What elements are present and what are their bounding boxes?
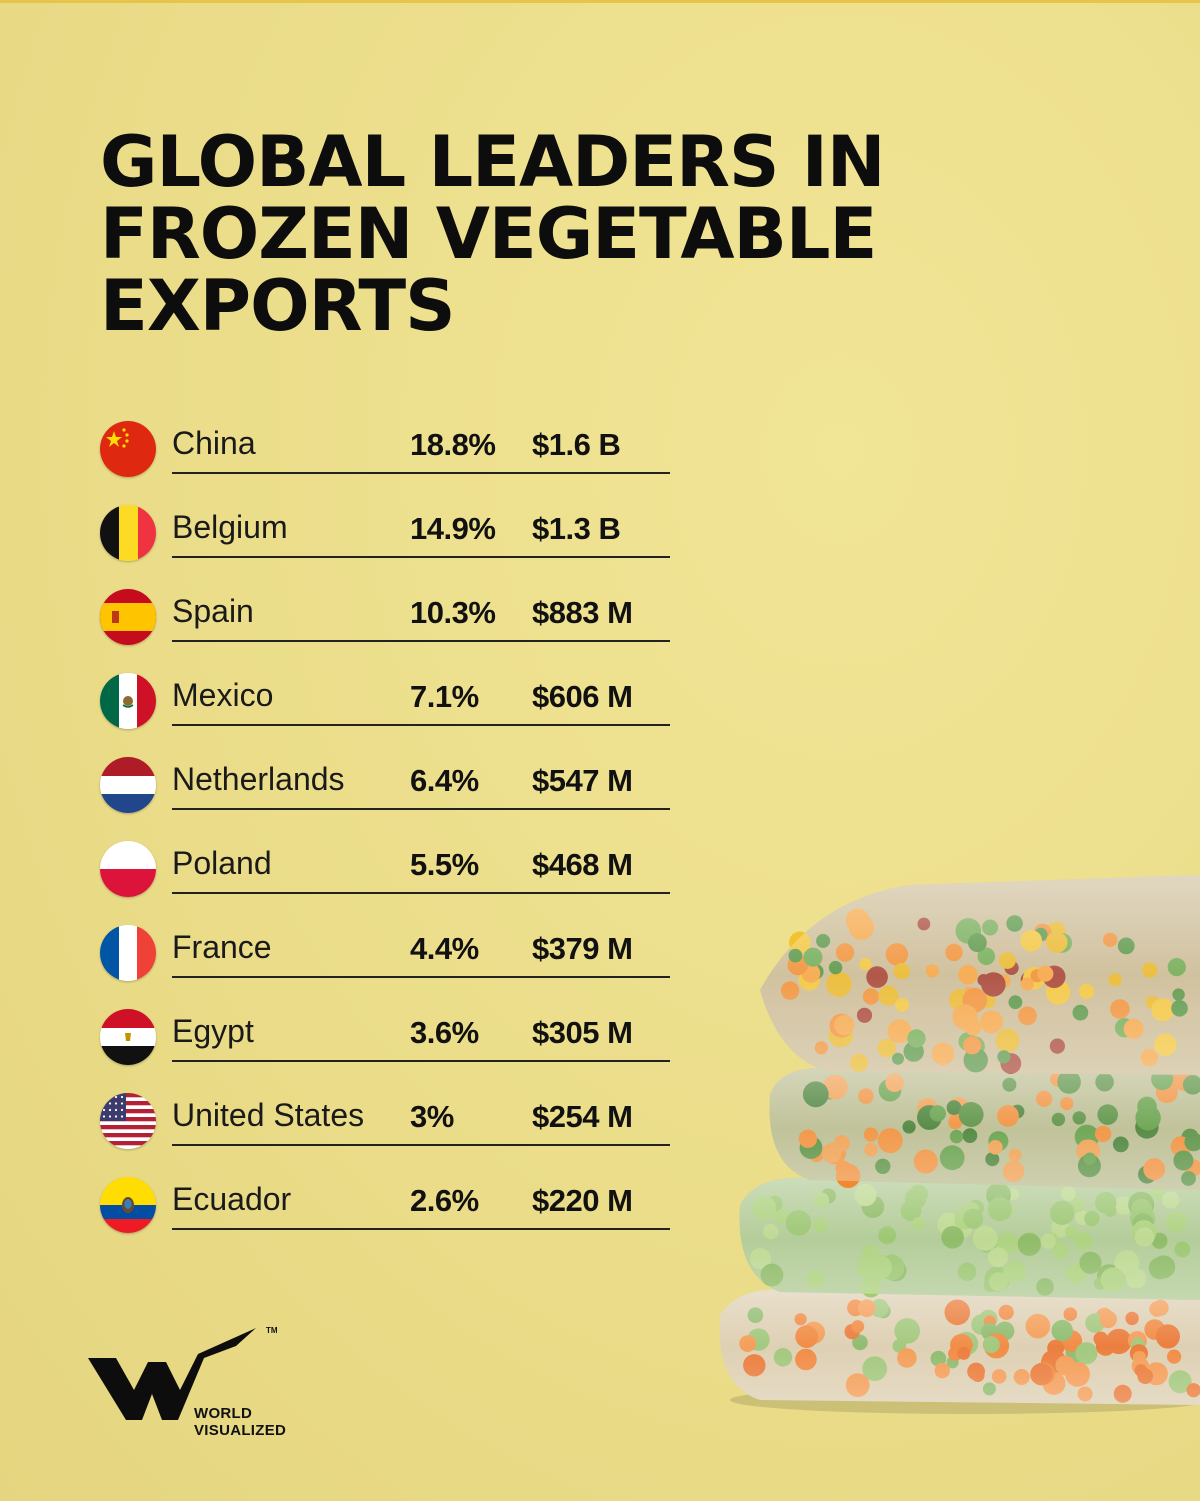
export-value: $220 M — [532, 1183, 633, 1218]
france-flag-icon — [100, 925, 156, 981]
title-line: GLOBAL LEADERS IN — [100, 121, 885, 203]
row-divider — [172, 976, 670, 978]
egypt-flag-icon — [100, 1009, 156, 1065]
table-row: Spain 10.3% $883 M — [100, 586, 680, 670]
export-value: $254 M — [532, 1099, 633, 1134]
share-value: 6.4% — [410, 763, 479, 798]
country-label: Ecuador — [172, 1181, 292, 1217]
row-divider — [172, 808, 670, 810]
table-row: China 18.8% $1.6 B — [100, 418, 680, 502]
mexico-flag-icon — [100, 673, 156, 729]
table-row: Belgium 14.9% $1.3 B — [100, 502, 680, 586]
spain-flag-icon — [100, 589, 156, 645]
export-value: $1.3 B — [532, 511, 621, 546]
country-label: China — [172, 425, 256, 461]
china-flag-icon — [100, 421, 156, 477]
country-label: Spain — [172, 593, 254, 629]
world-visualized-logo — [88, 1328, 256, 1420]
share-value: 3% — [410, 1099, 454, 1134]
country-label: France — [172, 929, 272, 965]
row-divider — [172, 556, 670, 558]
table-row: Netherlands 6.4% $547 M — [100, 754, 680, 838]
row-divider — [172, 724, 670, 726]
united-states-flag-icon — [100, 1093, 156, 1149]
trademark-mark: TM — [266, 1326, 278, 1335]
row-divider — [172, 1228, 670, 1230]
row-divider — [172, 892, 670, 894]
share-value: 5.5% — [410, 847, 479, 882]
country-label: Poland — [172, 845, 272, 881]
page-title: GLOBAL LEADERS IN FROZEN VEGETABLE EXPOR… — [100, 121, 885, 347]
netherlands-flag-icon — [100, 757, 156, 813]
export-value: $468 M — [532, 847, 633, 882]
table-row: France 4.4% $379 M — [100, 922, 680, 1006]
share-value: 10.3% — [410, 595, 496, 630]
share-value: 18.8% — [410, 427, 496, 462]
exports-table: China 18.8% $1.6 B Belgium 14.9% $1.3 B Spain 1… — [100, 418, 680, 1258]
share-value: 3.6% — [410, 1015, 479, 1050]
export-value: $883 M — [532, 595, 633, 630]
logo-line: VISUALIZED — [194, 1422, 287, 1439]
country-label: Netherlands — [172, 761, 345, 797]
title-line: FROZEN VEGETABLE — [100, 193, 877, 275]
row-divider — [172, 1144, 670, 1146]
top-accent-strip — [0, 0, 1200, 3]
table-row: United States 3% $254 M — [100, 1090, 680, 1174]
export-value: $379 M — [532, 931, 633, 966]
country-label: United States — [172, 1097, 365, 1133]
share-value: 2.6% — [410, 1183, 479, 1218]
row-divider — [172, 640, 670, 642]
export-value: $547 M — [532, 763, 633, 798]
ecuador-flag-icon — [100, 1177, 156, 1233]
export-value: $305 M — [532, 1015, 633, 1050]
share-value: 4.4% — [410, 931, 479, 966]
table-row: Egypt 3.6% $305 M — [100, 1006, 680, 1090]
country-label: Egypt — [172, 1013, 254, 1049]
table-row: Mexico 7.1% $606 M — [100, 670, 680, 754]
logo-line: WORLD — [194, 1405, 253, 1422]
title-line: EXPORTS — [100, 265, 456, 347]
belgium-flag-icon — [100, 505, 156, 561]
table-row: Ecuador 2.6% $220 M — [100, 1174, 680, 1258]
poland-flag-icon — [100, 841, 156, 897]
row-divider — [172, 472, 670, 474]
table-row: Poland 5.5% $468 M — [100, 838, 680, 922]
export-value: $1.6 B — [532, 427, 621, 462]
logo-wordmark: WORLD VISUALIZED — [194, 1405, 286, 1439]
share-value: 7.1% — [410, 679, 479, 714]
country-label: Belgium — [172, 509, 288, 545]
country-label: Mexico — [172, 677, 274, 713]
frozen-vegetable-bags-image — [719, 875, 1200, 1414]
row-divider — [172, 1060, 670, 1062]
share-value: 14.9% — [410, 511, 496, 546]
export-value: $606 M — [532, 679, 633, 714]
